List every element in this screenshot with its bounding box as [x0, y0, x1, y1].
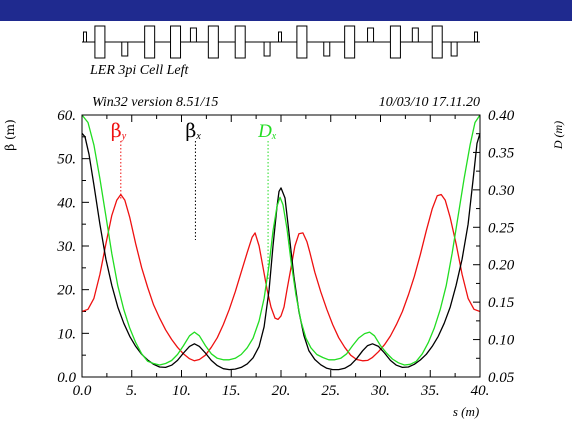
version-label: Win32 version 8.51/15 [92, 95, 218, 110]
lattice-quad [411, 27, 419, 43]
y-axis-right-label: D (m) [551, 121, 565, 150]
plot-frame [81, 114, 481, 378]
lattice-quad [121, 41, 129, 57]
lattice-marker [82, 31, 87, 43]
lattice-marker [278, 31, 283, 43]
y-left-tick-label: 30. [56, 239, 76, 255]
x-tick-label: 0.0 [73, 383, 92, 399]
y-left-tick-label: 0.0 [57, 370, 76, 386]
lattice-quad [189, 27, 197, 43]
y-right-tick-label: 0.25 [488, 220, 515, 236]
legend: βy βx Dx [111, 120, 277, 280]
legend-beta-y: βy [111, 120, 127, 142]
series-line-beta_x [81, 132, 481, 371]
y-right-tick-label: 0.35 [488, 145, 515, 161]
lattice-bend [234, 25, 246, 59]
x-tick-label: 40. [471, 383, 490, 399]
x-tick-label: 10. [172, 383, 191, 399]
legend-d-x-subscript: x [271, 131, 277, 142]
lattice-bend [94, 25, 106, 59]
y-left-tick-label: 60. [57, 108, 76, 124]
legend-beta-x: βx [185, 120, 201, 142]
x-tick-label: 5. [126, 383, 137, 399]
series-line-d_x [81, 114, 481, 366]
title-bar [0, 0, 572, 21]
y-right-tick-label: 0.20 [488, 258, 515, 274]
lattice-quad [323, 41, 331, 57]
y-left-tick-label: 40. [57, 195, 76, 211]
lattice-bend [344, 25, 356, 59]
lattice-bend [296, 25, 308, 59]
y-right-tick-label: 0.05 [488, 370, 515, 386]
lattice-bend [170, 25, 182, 59]
y-right-tick-label: 0.10 [488, 333, 515, 349]
series-lines [81, 114, 481, 371]
x-tick-label: 15. [222, 383, 241, 399]
lattice-quad [367, 27, 375, 43]
axis-ticks: 0.0 5. 10. 15. 20. 25. 30. 35. 40. 0.0 10. 20. 30. 40… [56, 108, 515, 399]
chart-title: LER 3pi Cell Left [89, 63, 190, 78]
lattice-quad [263, 41, 271, 57]
y-axis-left-label: β (m) [3, 119, 17, 151]
x-tick-label: 20. [272, 383, 291, 399]
lattice-marker [474, 31, 479, 43]
legend-beta-y-subscript: y [121, 131, 127, 142]
lattice-bend [431, 25, 443, 59]
x-tick-label: 35. [420, 383, 440, 399]
timestamp-label: 10/03/10 17.11.20 [379, 95, 480, 110]
y-right-tick-label: 0.40 [488, 108, 515, 124]
y-left-tick-label: 20. [57, 283, 76, 299]
lattice-bend [207, 25, 219, 59]
lattice-bend [389, 25, 401, 59]
x-tick-label: 25. [321, 383, 340, 399]
lattice-bend [144, 25, 156, 59]
legend-beta-x-subscript: x [195, 131, 201, 142]
y-left-tick-label: 10. [57, 326, 76, 342]
series-line-beta_y [81, 193, 481, 362]
lattice-quad [450, 41, 458, 57]
y-left-tick-label: 50. [57, 152, 76, 168]
lattice-layout [82, 25, 480, 59]
legend-d-x: Dx [257, 121, 277, 142]
y-right-tick-label: 0.30 [488, 183, 515, 199]
x-tick-label: 30. [370, 383, 390, 399]
x-axis-label: s (m) [453, 404, 479, 419]
y-right-tick-label: 0.15 [488, 295, 515, 311]
